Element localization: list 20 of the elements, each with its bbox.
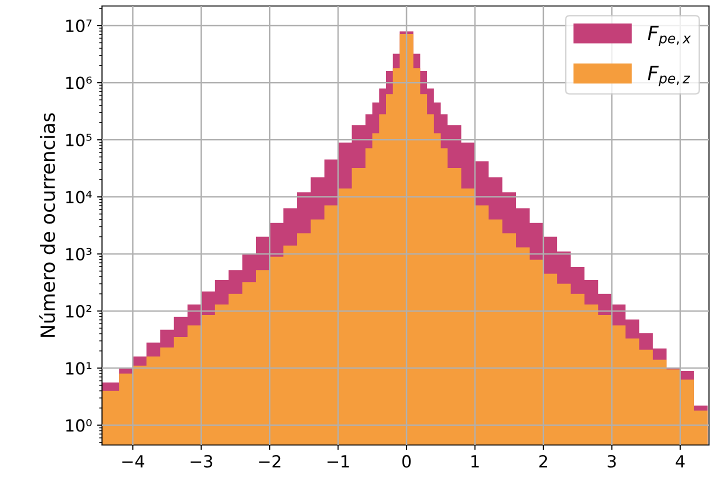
x-tick-label: −2: [259, 455, 280, 468]
y-tick-label: 10⁴: [66, 190, 92, 204]
y-tick-label: 10³: [66, 248, 92, 260]
y-tick-label: 10⁵: [66, 134, 92, 146]
x-tick-label: 0: [402, 455, 411, 468]
x-tick-label: 4: [676, 455, 685, 468]
y-axis-title: Número de ocurrencias: [39, 113, 56, 337]
legend-label: F$_{pe,x}$: [648, 26, 691, 46]
x-tick-label: −1: [328, 455, 349, 468]
y-tick-label: 10⁶: [66, 76, 92, 90]
y-tick-label: 10⁰: [66, 419, 92, 432]
x-tick-label: 2: [539, 455, 548, 468]
y-tick-label: 10²: [66, 304, 92, 318]
x-tick-label: 1: [471, 455, 479, 468]
y-tick-label: 10¹: [66, 362, 92, 375]
legend-label: F$_{pe,z}$: [648, 66, 690, 86]
y-tick-label: 10⁷: [66, 20, 92, 32]
x-tick-label: 3: [608, 455, 616, 468]
x-tick-label: −4: [122, 455, 144, 468]
x-tick-label: −3: [190, 455, 212, 468]
